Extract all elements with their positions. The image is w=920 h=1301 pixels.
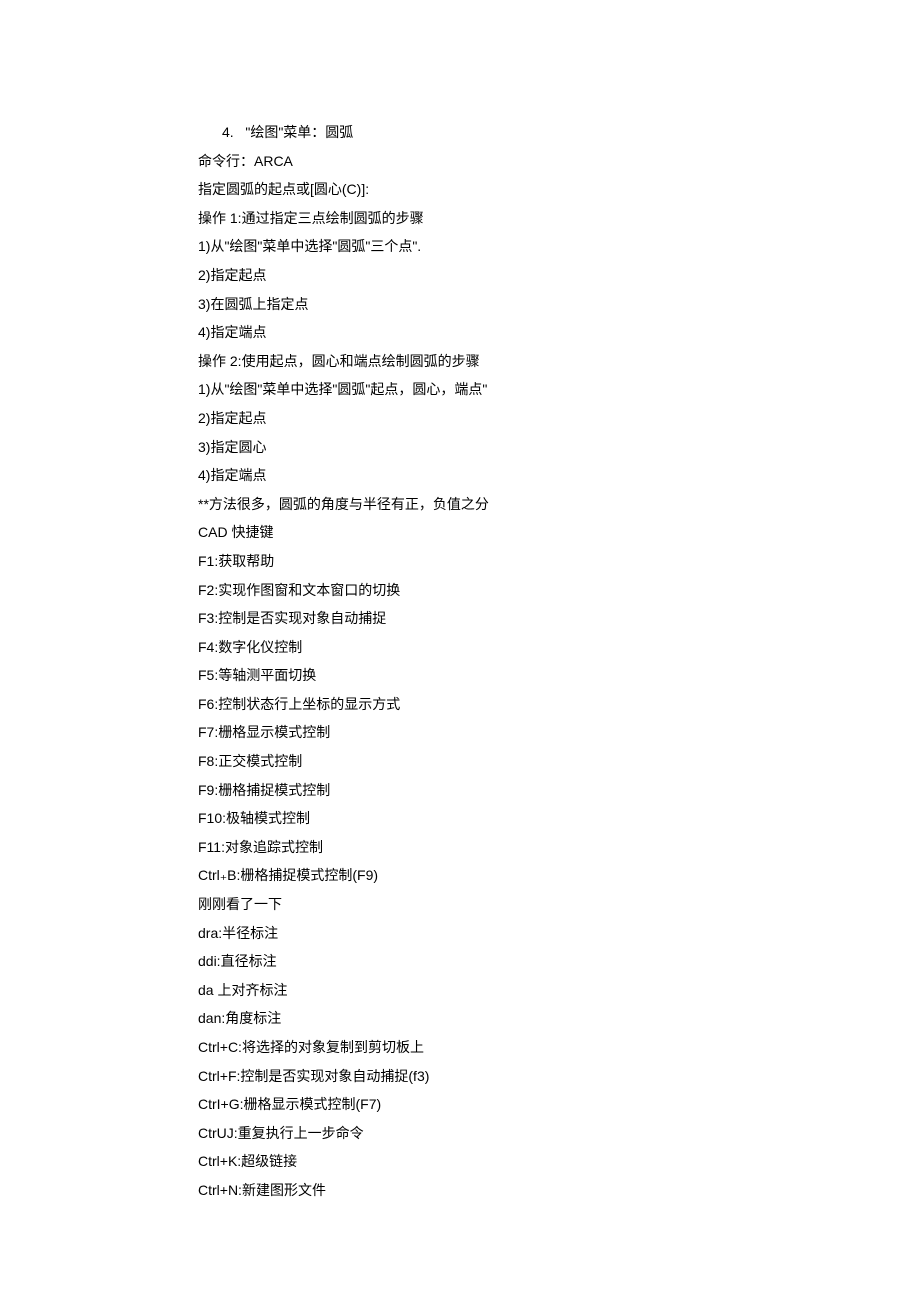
text-line: dan:角度标注 [198,1004,920,1033]
text-line: 4)指定端点 [198,318,920,347]
text-line: 3)在圆弧上指定点 [198,290,920,319]
text-line: F4:数字化仪控制 [198,633,920,662]
text-line: dra:半径标注 [198,919,920,948]
text-line: Ctrl₊B:栅格捕捉模式控制(F9) [198,861,920,890]
text-line: F11:对象追踪式控制 [198,833,920,862]
text-line: CtrUJ:重复执行上一步命令 [198,1119,920,1148]
text-line: Ctrl+C:将选择的对象复制到剪切板上 [198,1033,920,1062]
text-line: 操作 1:通过指定三点绘制圆弧的步骤 [198,204,920,233]
text-line: 3)指定圆心 [198,433,920,462]
text-line: 命令行：ARCA [198,147,920,176]
text-line: 刚刚看了一下 [198,890,920,919]
text-line: **方法很多，圆弧的角度与半径有正，负值之分 [198,490,920,519]
text-line: F9:栅格捕捉模式控制 [198,776,920,805]
text-line: da 上对齐标注 [198,976,920,1005]
document-page: 4. "绘图"菜单：圆弧 命令行：ARCA 指定圆弧的起点或[圆心(C)]: 操… [0,0,920,1301]
text-line: 4. "绘图"菜单：圆弧 [198,118,920,147]
text-line: 指定圆弧的起点或[圆心(C)]: [198,175,920,204]
text-line: F8:正交模式控制 [198,747,920,776]
text-line: Ctrl+F:控制是否实现对象自动捕捉(f3) [198,1062,920,1091]
text-line: F1:获取帮助 [198,547,920,576]
text-line: 1)从"绘图"菜单中选择"圆弧"起点，圆心，端点" [198,375,920,404]
text-line: Ctrl+K:超级链接 [198,1147,920,1176]
text-line: F2:实现作图窗和文本窗口的切换 [198,576,920,605]
text-line: 2)指定起点 [198,404,920,433]
text-line: 4)指定端点 [198,461,920,490]
text-line: 操作 2:使用起点，圆心和端点绘制圆弧的步骤 [198,347,920,376]
text-line: F7:栅格显示模式控制 [198,718,920,747]
text-line: Ctrl+N:新建图形文件 [198,1176,920,1205]
text-line: ddi:直径标注 [198,947,920,976]
text-line: 1)从"绘图"菜单中选择"圆弧"三个点". [198,232,920,261]
text-line: F6:控制状态行上坐标的显示方式 [198,690,920,719]
text-line: CAD 快捷键 [198,518,920,547]
text-line: F5:等轴测平面切换 [198,661,920,690]
text-line: F3:控制是否实现对象自动捕捉 [198,604,920,633]
text-line: F10:极轴模式控制 [198,804,920,833]
text-line: CtrI+G:栅格显示模式控制(F7) [198,1090,920,1119]
text-line: 2)指定起点 [198,261,920,290]
